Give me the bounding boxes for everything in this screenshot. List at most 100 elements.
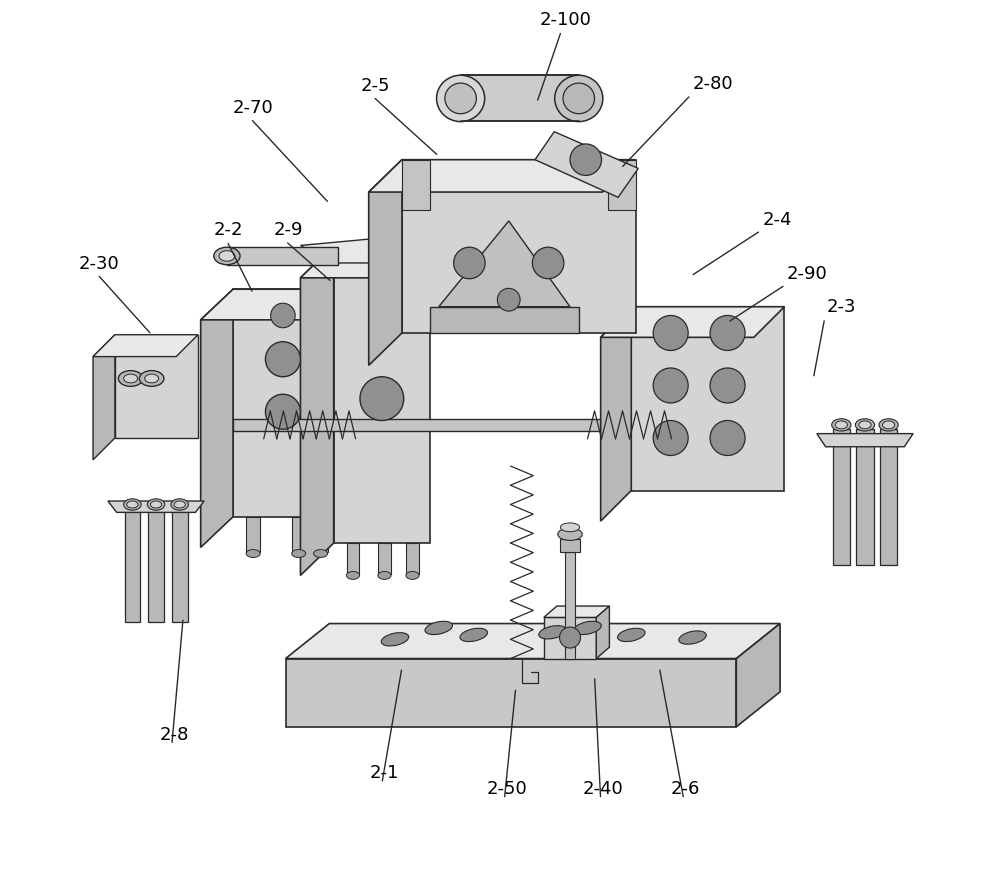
Ellipse shape	[879, 419, 898, 431]
Circle shape	[710, 316, 745, 351]
Circle shape	[265, 395, 300, 430]
Ellipse shape	[346, 572, 360, 580]
Polygon shape	[300, 238, 430, 264]
Polygon shape	[560, 539, 580, 553]
Text: 2-8: 2-8	[160, 724, 189, 743]
Ellipse shape	[425, 622, 452, 635]
Polygon shape	[227, 248, 338, 266]
Ellipse shape	[555, 76, 603, 123]
Polygon shape	[314, 517, 328, 553]
Ellipse shape	[406, 572, 419, 580]
Ellipse shape	[214, 248, 240, 266]
Polygon shape	[856, 430, 874, 566]
Text: 2-6: 2-6	[671, 779, 700, 797]
Polygon shape	[608, 160, 636, 211]
Text: 2-3: 2-3	[826, 298, 856, 316]
Polygon shape	[108, 502, 204, 513]
Polygon shape	[233, 419, 693, 431]
Text: 2-50: 2-50	[487, 779, 527, 797]
Polygon shape	[402, 160, 430, 211]
Ellipse shape	[124, 374, 138, 383]
Polygon shape	[736, 624, 780, 727]
Polygon shape	[565, 553, 575, 659]
Polygon shape	[292, 517, 306, 553]
Polygon shape	[601, 307, 784, 338]
Ellipse shape	[882, 422, 895, 430]
Polygon shape	[347, 544, 359, 574]
Text: 2-30: 2-30	[79, 254, 120, 273]
Polygon shape	[833, 430, 850, 566]
Ellipse shape	[174, 502, 185, 509]
Ellipse shape	[835, 422, 847, 430]
Circle shape	[653, 368, 688, 403]
Polygon shape	[378, 544, 391, 574]
Polygon shape	[817, 434, 913, 447]
Polygon shape	[430, 307, 579, 333]
Ellipse shape	[145, 374, 159, 383]
Text: 2-100: 2-100	[540, 11, 592, 29]
Text: 2-70: 2-70	[233, 99, 274, 117]
Ellipse shape	[437, 76, 485, 123]
Ellipse shape	[381, 633, 409, 646]
Polygon shape	[544, 606, 609, 617]
Polygon shape	[125, 509, 140, 622]
Circle shape	[497, 289, 520, 311]
Ellipse shape	[246, 550, 260, 558]
Polygon shape	[402, 160, 636, 333]
Text: 2-40: 2-40	[583, 779, 624, 797]
Polygon shape	[544, 617, 596, 659]
Polygon shape	[201, 290, 233, 548]
Ellipse shape	[124, 499, 141, 510]
Text: 2-2: 2-2	[214, 221, 243, 239]
Ellipse shape	[378, 572, 391, 580]
Polygon shape	[93, 335, 198, 357]
Ellipse shape	[539, 626, 566, 639]
Ellipse shape	[118, 371, 143, 387]
Ellipse shape	[127, 502, 138, 509]
Circle shape	[360, 377, 404, 421]
Polygon shape	[148, 509, 164, 622]
Ellipse shape	[219, 252, 235, 262]
Polygon shape	[246, 517, 260, 553]
Polygon shape	[439, 222, 570, 307]
Polygon shape	[300, 246, 334, 576]
Polygon shape	[406, 544, 419, 574]
Text: 2-9: 2-9	[273, 221, 303, 239]
Ellipse shape	[147, 499, 165, 510]
Text: 2-1: 2-1	[370, 763, 399, 781]
Circle shape	[653, 316, 688, 351]
Polygon shape	[172, 509, 188, 622]
Polygon shape	[631, 307, 784, 491]
Circle shape	[532, 248, 564, 280]
Polygon shape	[369, 160, 402, 366]
Circle shape	[265, 342, 300, 377]
Polygon shape	[233, 290, 334, 517]
Circle shape	[271, 303, 295, 328]
Ellipse shape	[560, 524, 580, 532]
Circle shape	[560, 627, 581, 648]
Polygon shape	[115, 335, 198, 438]
Polygon shape	[535, 132, 638, 198]
Ellipse shape	[679, 631, 706, 645]
Polygon shape	[286, 624, 780, 659]
Polygon shape	[601, 307, 631, 522]
Ellipse shape	[445, 84, 476, 115]
Circle shape	[710, 368, 745, 403]
Circle shape	[710, 421, 745, 456]
Text: 2-80: 2-80	[693, 75, 733, 93]
Circle shape	[454, 248, 485, 280]
Polygon shape	[334, 246, 430, 544]
Circle shape	[570, 145, 602, 176]
Polygon shape	[300, 246, 430, 279]
Ellipse shape	[460, 629, 488, 642]
Ellipse shape	[832, 419, 851, 431]
Ellipse shape	[855, 419, 875, 431]
Ellipse shape	[574, 622, 601, 635]
Ellipse shape	[171, 499, 188, 510]
Text: 2-90: 2-90	[787, 265, 828, 283]
Polygon shape	[461, 75, 579, 122]
Circle shape	[653, 421, 688, 456]
Ellipse shape	[139, 371, 164, 387]
Text: 2-4: 2-4	[763, 210, 792, 229]
Ellipse shape	[558, 529, 582, 541]
